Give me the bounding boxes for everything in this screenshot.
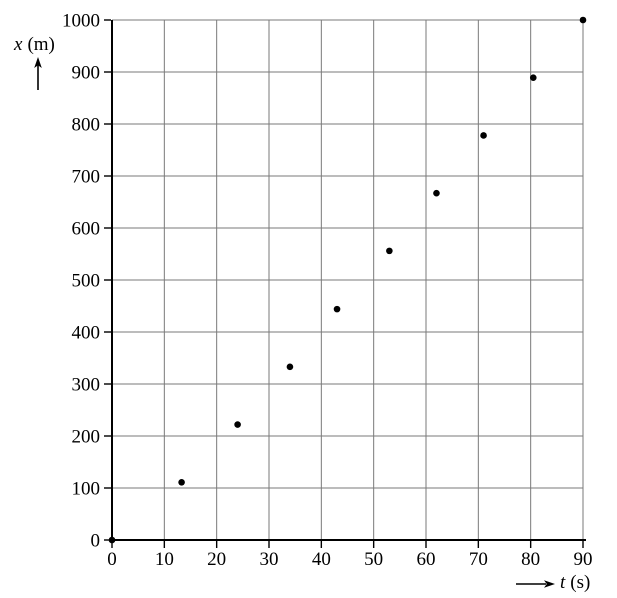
data-point	[333, 305, 341, 313]
x-axis-variable: t	[560, 572, 566, 593]
y-tick-label: 0	[91, 531, 101, 552]
x-tick-label: 20	[207, 549, 226, 570]
y-tick-label: 700	[72, 167, 101, 188]
y-tick-label: 900	[72, 63, 101, 84]
data-point	[433, 189, 440, 197]
y-tick-label: 500	[72, 271, 101, 292]
data-point	[234, 421, 241, 428]
data-point	[108, 536, 116, 544]
data-point	[178, 478, 185, 486]
x-tick-label: 30	[260, 549, 279, 570]
data-point	[480, 132, 487, 139]
y-tick-label: 800	[72, 115, 101, 136]
y-tick-label: 600	[72, 219, 101, 240]
y-axis-label: x (m)	[14, 35, 55, 54]
x-tick-label: 40	[312, 549, 331, 570]
y-tick-label: 300	[72, 375, 101, 396]
x-tick-label: 70	[469, 549, 488, 570]
x-tick-label: 60	[417, 549, 436, 570]
y-tick-label: 100	[72, 479, 101, 500]
x-tick-label: 90	[574, 549, 593, 570]
x-tick-label: 80	[521, 549, 540, 570]
x-tick-label: 10	[155, 549, 174, 570]
data-point	[386, 247, 393, 255]
y-axis-variable: x	[14, 34, 23, 55]
data-point	[579, 16, 587, 24]
data-point	[529, 74, 537, 82]
y-tick-label: 400	[72, 323, 101, 344]
y-tick-label: 200	[72, 427, 101, 448]
x-axis-label: t (s)	[560, 573, 590, 592]
y-axis-direction-arrow-icon	[34, 57, 42, 90]
x-tick-label: 50	[364, 549, 383, 570]
x-tick-label: 0	[107, 549, 117, 570]
y-axis-unit: (m)	[27, 34, 55, 55]
x-axis-unit: (s)	[570, 572, 591, 593]
x-axis-direction-arrow-icon	[516, 580, 555, 588]
data-point	[286, 363, 294, 371]
y-tick-label: 1000	[62, 11, 100, 32]
